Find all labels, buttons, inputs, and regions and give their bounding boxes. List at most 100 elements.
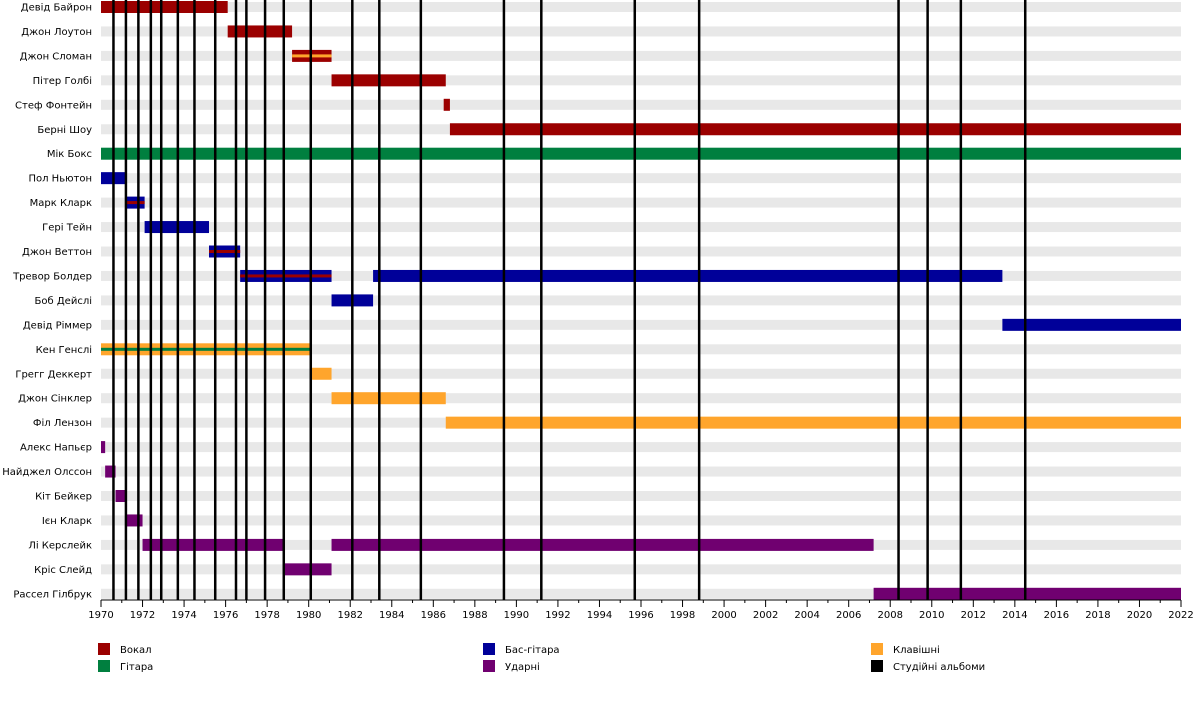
- member-name-label: Кен Генслі: [36, 344, 92, 356]
- member-name-label: Джон Сінклер: [18, 393, 92, 405]
- membership-bar: [115, 490, 126, 502]
- x-tick-label: 1970: [88, 610, 113, 621]
- member-name-label: Грегг Деккерт: [15, 369, 92, 380]
- x-tick-label: 1982: [338, 610, 363, 621]
- member-name-label: Пол Ньютон: [28, 174, 92, 185]
- row-background: [101, 222, 1181, 233]
- member-labels: Девід Байрон Джон Лоутон Джон Сломан Пітер …: [2, 2, 92, 601]
- secondary-role-stripe: [240, 274, 332, 278]
- membership-bar: [449, 123, 1181, 136]
- member-name-label: Рассел Гілбрук: [13, 588, 92, 600]
- row-background: [101, 515, 1181, 526]
- row-background: [101, 2, 1181, 12]
- row-background: [101, 246, 1181, 257]
- membership-bar: [101, 441, 106, 454]
- x-tick-label: 1996: [628, 610, 653, 621]
- legend-swatch-drums: [483, 660, 495, 672]
- row-background: [101, 442, 1181, 453]
- member-name-label: Кріс Слейд: [34, 564, 92, 576]
- legend-swatch-vocals: [98, 643, 110, 655]
- x-tick-label: 1986: [421, 610, 446, 621]
- membership-bar: [331, 392, 446, 405]
- legend-swatch-guitar: [98, 660, 110, 672]
- membership-bar: [445, 416, 1181, 429]
- legend-swatch-albums: [871, 660, 883, 672]
- x-tick-label: 2000: [711, 610, 736, 621]
- member-name-label: Джон Лоутон: [21, 27, 92, 38]
- x-tick-label: 1992: [545, 610, 570, 621]
- member-name-label: Мік Бокс: [47, 148, 92, 160]
- x-tick-label: 2004: [794, 610, 819, 621]
- row-background: [101, 491, 1181, 501]
- legend-label-vocals: Вокал: [120, 645, 152, 656]
- x-tick-label: 2020: [1127, 610, 1152, 621]
- membership-bar: [283, 563, 332, 576]
- x-tick-label: 1988: [462, 610, 487, 621]
- row-background: [101, 344, 1181, 355]
- membership-bar: [873, 587, 1181, 600]
- row-background: [101, 173, 1181, 184]
- x-tick-label: 1994: [587, 610, 612, 621]
- row-background: [101, 295, 1181, 306]
- membership-bar: [101, 1, 228, 13]
- x-tick-label: 1974: [171, 610, 196, 621]
- membership-bar: [331, 74, 446, 87]
- member-name-label: Джон Веттон: [22, 247, 92, 258]
- member-name-label: Ієн Кларк: [42, 516, 92, 527]
- x-tick-label: 2014: [1002, 610, 1027, 621]
- x-tick-label: 2016: [1044, 610, 1069, 621]
- album-release-lines: [112, 0, 1027, 600]
- membership-bar: [443, 98, 450, 111]
- x-axis: 1970 1972 1974 1976 1978 1980 1982 1984 1986 1988…: [88, 599, 1194, 621]
- member-name-label: Боб Дейслі: [35, 295, 92, 307]
- legend: Вокал Гітара Бас-гітара Ударні Клавішні Студі…: [98, 643, 985, 673]
- row-background: [101, 197, 1181, 208]
- legend-swatch-bass: [483, 643, 495, 655]
- member-name-label: Кіт Бейкер: [35, 491, 92, 503]
- x-tick-label: 1990: [504, 610, 529, 621]
- membership-bar: [227, 25, 293, 38]
- legend-label-bass: Бас-гітара: [505, 644, 560, 656]
- row-background: [101, 50, 1181, 61]
- row-background: [101, 319, 1181, 330]
- row-background: [101, 75, 1181, 86]
- member-name-label: Девід Ріммер: [23, 319, 92, 331]
- row-backgrounds: [101, 2, 1181, 599]
- legend-swatch-keys: [871, 643, 883, 655]
- member-name-label: Лі Керслейк: [28, 539, 92, 551]
- x-tick-label: 1980: [296, 610, 321, 621]
- membership-bar: [1002, 318, 1181, 331]
- legend-label-drums: Ударні: [505, 661, 540, 673]
- secondary-role-stripe: [101, 347, 311, 351]
- legend-label-albums: Студійні альбоми: [893, 661, 985, 673]
- x-tick-label: 1976: [213, 610, 238, 621]
- member-name-label: Берні Шоу: [37, 124, 92, 136]
- membership-bar: [310, 367, 332, 380]
- x-tick-label: 2018: [1085, 610, 1110, 621]
- row-background: [101, 588, 1181, 599]
- x-tick-label: 1998: [670, 610, 695, 621]
- row-background: [101, 564, 1181, 575]
- member-name-label: Девід Байрон: [21, 2, 92, 14]
- row-background: [101, 99, 1181, 110]
- membership-bar: [373, 269, 1003, 282]
- secondary-role-stripe: [125, 201, 145, 205]
- x-tick-label: 2002: [753, 610, 778, 621]
- row-background: [101, 368, 1181, 379]
- member-name-label: Стеф Фонтейн: [15, 100, 92, 111]
- member-name-label: Пітер Голбі: [33, 75, 92, 87]
- x-tick-label: 1984: [379, 610, 404, 621]
- x-tick-label: 1972: [130, 610, 155, 621]
- x-tick-label: 2012: [961, 610, 986, 621]
- member-name-label: Найджел Олссон: [2, 467, 92, 478]
- member-name-label: Тревор Болдер: [12, 271, 92, 282]
- membership-bar: [331, 538, 874, 551]
- legend-label-keys: Клавішні: [893, 644, 940, 656]
- row-background: [101, 26, 1181, 37]
- member-name-label: Марк Кларк: [30, 198, 92, 209]
- x-tick-label: 2022: [1168, 610, 1193, 621]
- member-name-label: Гері Тейн: [42, 222, 92, 234]
- member-name-label: Джон Сломан: [20, 51, 92, 62]
- membership-bar: [125, 514, 143, 527]
- membership-bar: [101, 147, 1181, 160]
